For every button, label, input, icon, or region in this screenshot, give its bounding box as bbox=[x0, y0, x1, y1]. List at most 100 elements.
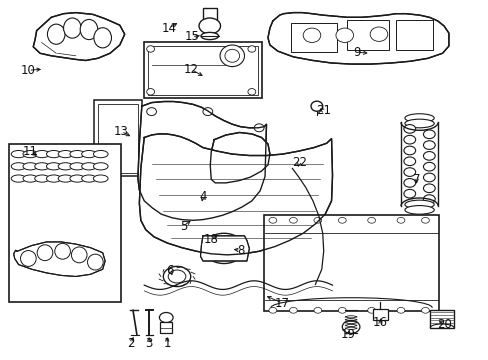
Ellipse shape bbox=[403, 146, 415, 155]
Bar bbox=[94, 100, 142, 176]
Ellipse shape bbox=[93, 163, 108, 170]
Ellipse shape bbox=[81, 175, 96, 182]
Bar bbox=[264, 215, 438, 311]
Ellipse shape bbox=[46, 150, 61, 158]
Ellipse shape bbox=[93, 150, 108, 158]
Ellipse shape bbox=[310, 101, 322, 111]
Ellipse shape bbox=[93, 175, 108, 182]
Ellipse shape bbox=[403, 189, 415, 198]
Ellipse shape bbox=[254, 124, 264, 132]
Ellipse shape bbox=[35, 150, 49, 158]
Ellipse shape bbox=[423, 173, 434, 182]
Ellipse shape bbox=[80, 19, 98, 40]
Ellipse shape bbox=[396, 307, 404, 313]
Text: 21: 21 bbox=[316, 104, 330, 117]
Polygon shape bbox=[267, 13, 448, 64]
Ellipse shape bbox=[396, 217, 404, 223]
Ellipse shape bbox=[404, 114, 433, 122]
Ellipse shape bbox=[55, 243, 70, 259]
Text: 2: 2 bbox=[127, 337, 135, 350]
Ellipse shape bbox=[23, 150, 38, 158]
Ellipse shape bbox=[203, 108, 212, 116]
Text: 20: 20 bbox=[437, 318, 451, 331]
Ellipse shape bbox=[403, 125, 415, 133]
Bar bbox=[395, 20, 432, 50]
Ellipse shape bbox=[35, 175, 49, 182]
Bar bbox=[160, 322, 172, 333]
Ellipse shape bbox=[23, 175, 38, 182]
Text: 5: 5 bbox=[179, 220, 187, 233]
Ellipse shape bbox=[423, 162, 434, 171]
Ellipse shape bbox=[423, 130, 434, 139]
Text: 13: 13 bbox=[114, 125, 128, 138]
Ellipse shape bbox=[81, 163, 96, 170]
Ellipse shape bbox=[313, 217, 321, 223]
Ellipse shape bbox=[335, 28, 353, 42]
Ellipse shape bbox=[156, 182, 203, 220]
Ellipse shape bbox=[11, 163, 26, 170]
Ellipse shape bbox=[367, 307, 375, 313]
Ellipse shape bbox=[303, 28, 320, 42]
Ellipse shape bbox=[423, 195, 434, 203]
Ellipse shape bbox=[224, 49, 239, 62]
Bar bbox=[147, 46, 258, 95]
Text: 18: 18 bbox=[203, 233, 218, 246]
Ellipse shape bbox=[168, 270, 185, 283]
Ellipse shape bbox=[289, 307, 297, 313]
Ellipse shape bbox=[403, 179, 415, 187]
Ellipse shape bbox=[421, 307, 428, 313]
Ellipse shape bbox=[403, 135, 415, 144]
Ellipse shape bbox=[47, 24, 65, 44]
Polygon shape bbox=[33, 13, 124, 60]
Text: 10: 10 bbox=[21, 64, 36, 77]
Polygon shape bbox=[138, 102, 266, 220]
Ellipse shape bbox=[11, 150, 26, 158]
Ellipse shape bbox=[268, 217, 276, 223]
Bar bbox=[151, 166, 200, 211]
Text: 14: 14 bbox=[161, 22, 176, 35]
Ellipse shape bbox=[338, 217, 346, 223]
Text: 16: 16 bbox=[372, 316, 387, 329]
Ellipse shape bbox=[11, 175, 26, 182]
Ellipse shape bbox=[20, 251, 36, 266]
Text: 19: 19 bbox=[340, 328, 355, 341]
Bar bbox=[290, 23, 337, 52]
Bar bbox=[9, 144, 121, 302]
Ellipse shape bbox=[163, 266, 190, 287]
Ellipse shape bbox=[58, 150, 73, 158]
Text: 1: 1 bbox=[163, 337, 171, 350]
Text: 4: 4 bbox=[199, 190, 206, 203]
Ellipse shape bbox=[37, 245, 53, 261]
Ellipse shape bbox=[58, 163, 73, 170]
Text: 17: 17 bbox=[275, 297, 289, 310]
Ellipse shape bbox=[403, 157, 415, 166]
Polygon shape bbox=[210, 132, 269, 183]
Ellipse shape bbox=[235, 166, 243, 171]
Ellipse shape bbox=[46, 175, 61, 182]
Ellipse shape bbox=[81, 150, 96, 158]
Ellipse shape bbox=[421, 217, 428, 223]
Ellipse shape bbox=[46, 163, 61, 170]
Ellipse shape bbox=[249, 172, 259, 180]
Ellipse shape bbox=[70, 150, 84, 158]
Text: 9: 9 bbox=[352, 46, 360, 59]
Bar bbox=[372, 309, 387, 320]
Text: 8: 8 bbox=[236, 244, 244, 257]
Ellipse shape bbox=[247, 46, 255, 52]
Ellipse shape bbox=[201, 32, 218, 40]
Ellipse shape bbox=[70, 163, 84, 170]
Ellipse shape bbox=[313, 307, 321, 313]
Ellipse shape bbox=[70, 175, 84, 182]
Text: 15: 15 bbox=[184, 30, 199, 43]
Text: 11: 11 bbox=[23, 145, 38, 158]
Ellipse shape bbox=[423, 141, 434, 149]
Ellipse shape bbox=[423, 152, 434, 160]
Ellipse shape bbox=[146, 46, 154, 52]
Ellipse shape bbox=[71, 247, 87, 263]
Ellipse shape bbox=[146, 89, 154, 95]
Ellipse shape bbox=[35, 163, 49, 170]
Text: 12: 12 bbox=[183, 63, 198, 76]
Ellipse shape bbox=[400, 113, 437, 214]
Ellipse shape bbox=[404, 200, 433, 209]
Bar bbox=[98, 104, 138, 173]
